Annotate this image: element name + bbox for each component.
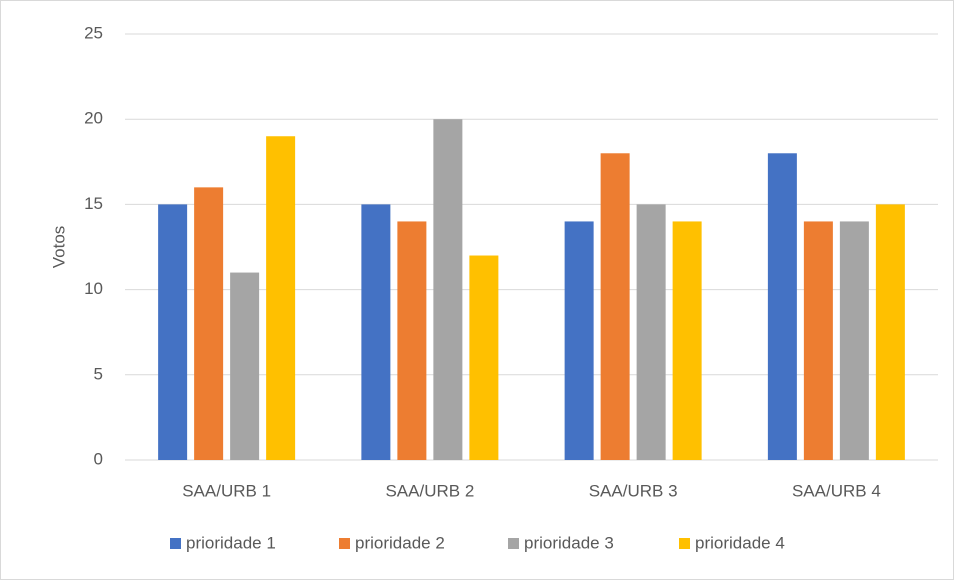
y-tick-label: 5 bbox=[94, 364, 103, 383]
y-tick-label: 0 bbox=[94, 449, 103, 468]
x-tick-label: SAA/URB 4 bbox=[792, 481, 881, 500]
bar bbox=[636, 204, 666, 460]
bar bbox=[839, 221, 869, 460]
legend-swatch bbox=[170, 538, 181, 549]
bar bbox=[397, 221, 427, 460]
y-tick-label: 15 bbox=[84, 194, 103, 213]
y-axis-label: Votos bbox=[49, 226, 68, 269]
bar bbox=[672, 221, 702, 460]
bar bbox=[361, 204, 391, 460]
legend-label: prioridade 3 bbox=[524, 533, 614, 552]
legend-swatch bbox=[679, 538, 690, 549]
bar bbox=[600, 153, 630, 460]
bar bbox=[469, 255, 499, 460]
legend-swatch bbox=[508, 538, 519, 549]
bar bbox=[767, 153, 797, 460]
x-tick-label: SAA/URB 3 bbox=[589, 481, 678, 500]
bar bbox=[433, 119, 463, 460]
bar bbox=[158, 204, 188, 460]
x-tick-label: SAA/URB 2 bbox=[385, 481, 474, 500]
bar bbox=[803, 221, 833, 460]
y-tick-label: 10 bbox=[84, 279, 103, 298]
bar bbox=[875, 204, 905, 460]
legend-label: prioridade 1 bbox=[186, 533, 276, 552]
legend-swatch bbox=[339, 538, 350, 549]
x-tick-label: SAA/URB 1 bbox=[182, 481, 271, 500]
y-tick-label: 25 bbox=[84, 23, 103, 42]
bar bbox=[194, 187, 224, 461]
bar bbox=[564, 221, 594, 460]
legend-label: prioridade 2 bbox=[355, 533, 445, 552]
bar bbox=[230, 272, 260, 460]
legend-label: prioridade 4 bbox=[695, 533, 785, 552]
y-tick-label: 20 bbox=[84, 109, 103, 128]
bar bbox=[266, 136, 296, 461]
